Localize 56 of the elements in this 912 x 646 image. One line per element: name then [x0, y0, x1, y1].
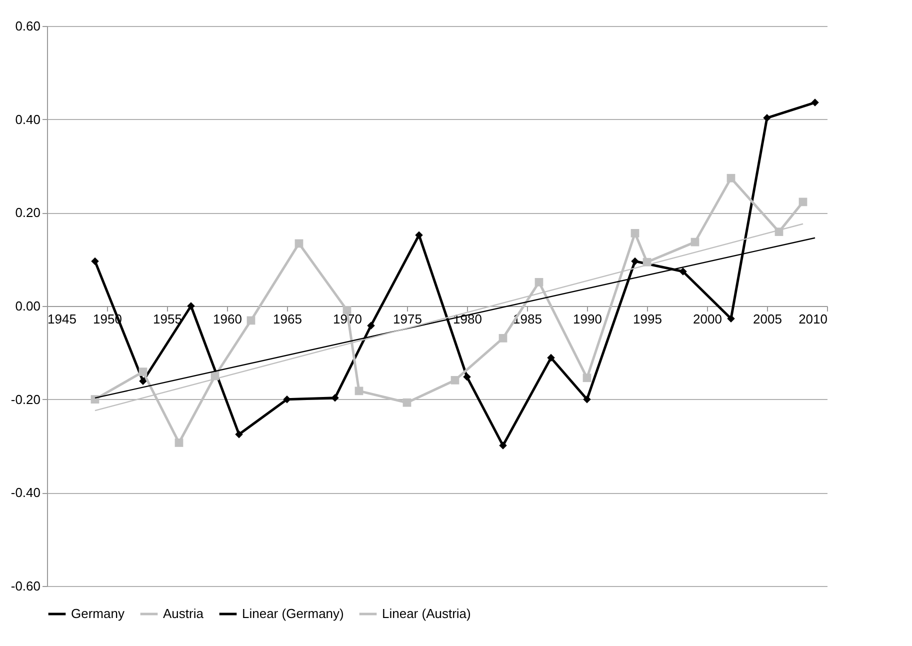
y-tick-label: 0.20 [15, 205, 40, 220]
point [690, 238, 700, 246]
legend-label: Linear (Germany) [242, 606, 344, 621]
y-tick-label: 0.60 [15, 18, 40, 34]
y-tick-label: -0.20 [10, 392, 40, 407]
point [246, 316, 256, 325]
point [811, 98, 819, 106]
point [354, 386, 364, 396]
x-tick-label: 1970 [333, 312, 362, 326]
point [294, 239, 304, 248]
point [283, 395, 291, 404]
point [498, 334, 508, 342]
x-tick-label: 1960 [213, 312, 242, 326]
point [450, 376, 460, 384]
point [402, 398, 412, 407]
point [342, 306, 352, 314]
point [534, 278, 544, 286]
point [138, 368, 148, 376]
y-tick-label: 0.00 [15, 298, 40, 314]
point [90, 395, 100, 404]
point [583, 395, 591, 404]
y-tick-label: -0.60 [10, 578, 40, 594]
x-tick-label: 1985 [513, 312, 542, 326]
point [499, 442, 507, 450]
point [547, 354, 555, 362]
point [367, 322, 375, 330]
legend-label: Linear (Austria) [382, 606, 471, 621]
point [763, 114, 771, 122]
y-tick-label: -0.40 [10, 485, 40, 500]
point [463, 373, 471, 381]
x-tick-label: 1955 [153, 312, 182, 326]
point [139, 377, 147, 386]
x-tick-label: 1945 [48, 312, 76, 326]
x-tick-label: 1990 [573, 312, 602, 326]
legend-label: Austria [163, 606, 204, 621]
point [331, 394, 339, 402]
x-tick-label: 2010 [798, 312, 828, 326]
point [174, 438, 184, 447]
point [415, 231, 423, 239]
point [235, 430, 243, 438]
x-tick-label: 2005 [753, 312, 782, 326]
point [91, 257, 99, 266]
point [798, 198, 808, 206]
x-tick-label: 1995 [633, 312, 662, 326]
x-tick-label: 1965 [273, 312, 302, 326]
point [187, 302, 195, 310]
point [726, 174, 736, 182]
point [582, 374, 592, 382]
point [727, 314, 735, 322]
point [679, 268, 687, 276]
x-tick-label: 1975 [393, 312, 422, 326]
point [630, 229, 640, 238]
y-tick-label: 0.40 [15, 112, 40, 127]
x-tick-label: 2000 [693, 312, 722, 326]
legend-label: Germany [71, 606, 125, 621]
point [631, 257, 639, 266]
